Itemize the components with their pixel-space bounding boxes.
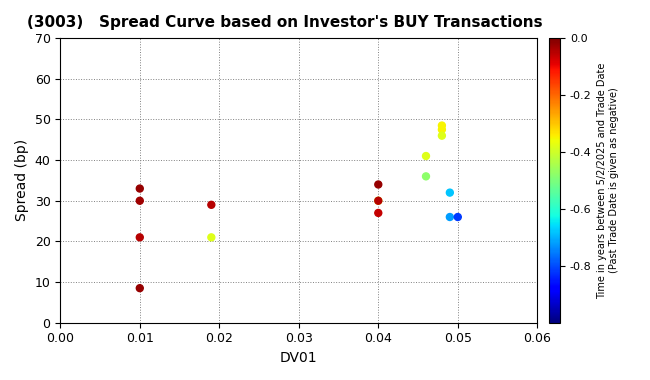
- Point: [452, 214, 463, 220]
- Point: [206, 202, 216, 208]
- Point: [437, 127, 447, 133]
- Point: [135, 234, 145, 241]
- Point: [135, 285, 145, 291]
- Point: [421, 153, 431, 159]
- Point: [437, 122, 447, 128]
- Point: [135, 198, 145, 204]
- Point: [421, 173, 431, 179]
- Point: [373, 210, 384, 216]
- Point: [135, 185, 145, 192]
- Point: [206, 234, 216, 241]
- Text: (3003)   Spread Curve based on Investor's BUY Transactions: (3003) Spread Curve based on Investor's …: [27, 15, 543, 30]
- Point: [437, 133, 447, 139]
- Point: [373, 198, 384, 204]
- Point: [445, 190, 455, 196]
- Point: [373, 198, 384, 204]
- Y-axis label: Spread (bp): Spread (bp): [15, 139, 29, 222]
- X-axis label: DV01: DV01: [280, 351, 318, 365]
- Y-axis label: Time in years between 5/2/2025 and Trade Date
(Past Trade Date is given as negat: Time in years between 5/2/2025 and Trade…: [597, 62, 619, 299]
- Point: [373, 181, 384, 187]
- Point: [445, 214, 455, 220]
